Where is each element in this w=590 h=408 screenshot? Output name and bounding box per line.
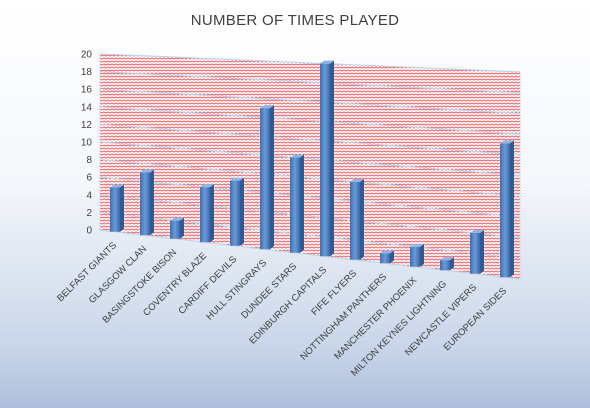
y-tick-label: 6 (86, 173, 92, 184)
bar (350, 178, 364, 260)
bar-top (350, 178, 364, 182)
bar-front (350, 181, 360, 260)
y-tick-label: 10 (81, 138, 93, 149)
bar-front (290, 157, 300, 253)
bar-top (140, 169, 154, 173)
bar-front (260, 108, 270, 250)
bar-top (260, 105, 274, 109)
x-tick-label: BELFAST GIANTS (55, 240, 119, 304)
bar-side (180, 217, 184, 239)
chart-title: NUMBER OF TIMES PLAYED (190, 12, 400, 29)
bar-top (410, 243, 424, 247)
bar-top (380, 250, 394, 254)
bar (380, 250, 394, 264)
wall-surface (99, 53, 521, 280)
y-tick-label: 12 (81, 120, 93, 131)
gridline (99, 176, 521, 218)
bar-side (240, 177, 244, 246)
bar-side (480, 230, 484, 274)
bar-side (120, 184, 124, 232)
bar-side (450, 257, 454, 271)
x-tick-label: COVENTRY BLAZE (141, 251, 209, 319)
bars (110, 60, 514, 278)
gridline (99, 194, 521, 239)
x-tick-label: EUROPEAN SIDES (442, 286, 510, 354)
bar (410, 243, 424, 267)
gridline (99, 53, 521, 73)
bar (230, 177, 244, 246)
y-tick-label: 4 (86, 190, 92, 201)
y-tick-label: 16 (81, 85, 93, 96)
bar (260, 105, 274, 250)
bar-side (210, 184, 214, 243)
back-wall (99, 53, 521, 280)
bar-side (390, 250, 394, 264)
bar-side (270, 105, 274, 250)
y-tick-label: 14 (81, 102, 93, 113)
gridlines (99, 53, 521, 280)
x-tick-label: GLASGOW CLAN (87, 243, 149, 305)
bar (170, 217, 184, 239)
bar-front (230, 180, 240, 246)
bar-top (440, 257, 454, 261)
bar-side (300, 154, 304, 253)
bar (110, 184, 124, 232)
gridline (99, 141, 521, 177)
gridline (99, 106, 521, 135)
bar-top (470, 230, 484, 234)
bar-top (320, 60, 334, 64)
bar-front (500, 143, 510, 278)
bar-front (320, 63, 330, 257)
bar-top (110, 184, 124, 188)
bar-front (440, 260, 450, 271)
bar-front (170, 220, 180, 239)
bar-side (360, 178, 364, 260)
x-tick-label: HULL STINGRAYS (204, 258, 269, 323)
bar-front (200, 187, 210, 243)
gridline (99, 159, 521, 197)
bar-front (140, 172, 150, 236)
bar (440, 257, 454, 271)
bar-side (330, 60, 334, 257)
gridline (99, 211, 521, 259)
gridline (99, 123, 521, 156)
bar (320, 60, 334, 257)
gridline (99, 88, 521, 114)
bar-top (290, 154, 304, 158)
bar-top (200, 184, 214, 188)
gridline (99, 71, 521, 94)
bar-front (380, 253, 390, 264)
bar (500, 140, 514, 278)
bar (200, 184, 214, 243)
y-tick-label: 18 (81, 67, 93, 78)
bar-top (230, 177, 244, 181)
bar-top (500, 140, 514, 144)
y-tick-label: 20 (81, 50, 93, 61)
bar-side (420, 243, 424, 267)
bar (470, 230, 484, 274)
bar-front (470, 233, 480, 274)
bar-top (170, 217, 184, 221)
bar-side (510, 140, 514, 278)
y-axis: 0 2 4 6 8 10 12 14 16 18 20 (81, 50, 93, 237)
bar-side (150, 169, 154, 236)
bar-front (410, 246, 420, 267)
y-tick-label: 8 (86, 155, 92, 166)
y-tick-label: 2 (86, 208, 92, 219)
bar (140, 169, 154, 236)
bar-front (110, 187, 120, 232)
bar (290, 154, 304, 253)
x-tick-label: CARDIFF DEVILS (176, 254, 239, 317)
y-tick-label: 0 (86, 226, 92, 237)
